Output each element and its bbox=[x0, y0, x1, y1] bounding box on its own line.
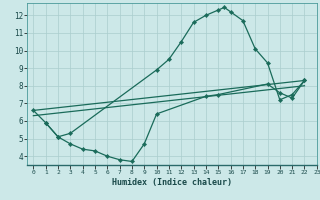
X-axis label: Humidex (Indice chaleur): Humidex (Indice chaleur) bbox=[112, 178, 232, 187]
